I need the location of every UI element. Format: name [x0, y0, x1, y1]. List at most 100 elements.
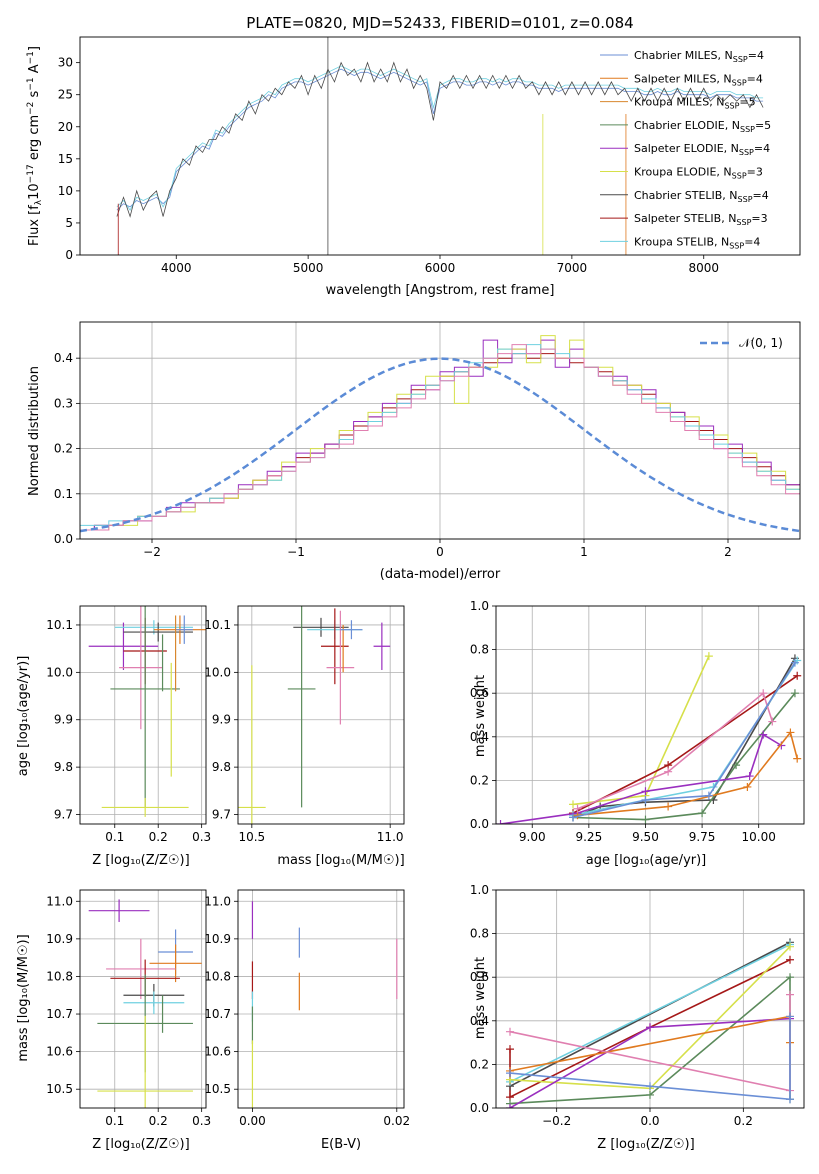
mass-weight-line [572, 662, 796, 819]
legend-entry: Chabrier STELIB, NSSP=4 [634, 189, 769, 204]
plus-marker [786, 955, 794, 964]
mass-ebv-xlabel: E(B-V) [321, 1137, 361, 1152]
y-tick-label: 10.6 [46, 1045, 73, 1059]
mass-weight-vs-metallicity-panel: −0.2 0.0 0.2 0.0 0.2 0.4 0.6 0.8 1.0 [470, 883, 805, 1128]
mass-Z-ylabel: mass [log₁₀(M/M☉)] [16, 934, 31, 1061]
spectrum-xlabel: wavelength [Angstrom, rest frame] [326, 283, 555, 298]
plus-marker [506, 1027, 514, 1036]
x-tick-label: 2 [724, 545, 732, 559]
x-tick-label: 0.0 [640, 1114, 659, 1128]
plus-marker [573, 804, 582, 813]
x-tick-label: 4000 [161, 261, 192, 275]
spectrum-panel: 4000 5000 6000 7000 8000 0 5 10 15 20 25 30 [58, 36, 801, 275]
y-tick-label: 10.6 [204, 1045, 231, 1059]
plus-marker [506, 1045, 514, 1054]
mass_ebv-grid [238, 890, 404, 1108]
y-tick-label: 10.8 [46, 969, 73, 983]
plus-marker [646, 1023, 654, 1032]
plus-marker [793, 671, 802, 680]
y-tick-label: 25 [58, 88, 73, 102]
y-tick-label: 20 [58, 120, 73, 134]
mw-Z-ylabel: mass weight [473, 957, 488, 1039]
age-vs-mass-panel: 10.5 11.0 9.7 9.8 9.9 10.0 10.1 [204, 605, 405, 844]
mass-weight-vs-age-panel: 9.00 9.25 9.50 9.75 10.00 0.0 0.2 0.4 0.6 0.8 1.0 [470, 599, 805, 844]
mass-vs-metallicity-panel: 0.1 0.2 0.3 10.5 10.6 10.7 10.8 10.9 11.0 [46, 889, 211, 1128]
mass-weight-line [500, 733, 782, 824]
age_mass-marks [238, 606, 391, 824]
y-tick-label: 0.8 [470, 643, 489, 657]
y-tick-label: 0.6 [470, 686, 489, 700]
plus-marker [664, 767, 673, 776]
plus-marker [790, 689, 799, 698]
x-tick-label: 9.50 [632, 830, 659, 844]
x-tick-label: 0.2 [734, 1114, 753, 1128]
legend-entry: Kroupa ELODIE, NSSP=3 [634, 166, 763, 181]
spectrum-series-line [116, 68, 764, 211]
legend-entry: Salpeter MILES, NSSP=4 [634, 72, 763, 87]
y-tick-label: 0.0 [54, 532, 73, 546]
y-tick-label: 11.0 [204, 894, 231, 908]
plus-marker [786, 973, 794, 982]
mw_age-marks [496, 652, 802, 824]
mass_ebv-axes-frame [237, 889, 405, 1109]
y-tick-label: 0.4 [470, 730, 489, 744]
legend-entry: Salpeter STELIB, NSSP=3 [634, 212, 768, 227]
age_Z-marks [88, 606, 206, 817]
plus-marker [698, 809, 707, 818]
plus-marker [786, 728, 795, 737]
mass-vs-ebv-panel: 0.00 0.02 10.5 10.6 10.7 10.8 10.9 11.0 [204, 889, 410, 1128]
age-mass-xlabel: mass [log₁₀(M/M☉)] [277, 853, 404, 868]
plus-marker [786, 990, 794, 999]
mass_Z-axes-frame [79, 889, 207, 1109]
plus-marker [732, 761, 741, 770]
mw_Z-marks [506, 938, 794, 1108]
mw-age-xlabel: age [log₁₀(age/yr)] [586, 853, 707, 868]
mw-Z-xlabel: Z [log₁₀(Z/Z☉)] [597, 1137, 694, 1152]
hist-ylabel: Normed distribution [27, 366, 42, 496]
x-tick-label: 7000 [557, 261, 588, 275]
y-tick-label: 0.3 [54, 396, 73, 410]
y-tick-label: 0.0 [470, 817, 489, 831]
y-tick-label: 15 [58, 152, 73, 166]
y-tick-label: 0.6 [470, 970, 489, 984]
hist-legend: 𝒩(0, 1) [700, 336, 783, 350]
y-tick-label: 10.8 [204, 969, 231, 983]
x-tick-label: 8000 [688, 261, 719, 275]
mw_Z-grid [496, 889, 804, 1109]
y-tick-label: 10 [58, 184, 73, 198]
y-tick-label: 0 [65, 248, 73, 262]
x-tick-label: 0.1 [105, 830, 124, 844]
y-tick-label: 0.1 [54, 487, 73, 501]
y-tick-label: 9.7 [212, 808, 231, 822]
y-tick-label: 10.7 [46, 1007, 73, 1021]
plus-marker [793, 754, 802, 763]
legend-entry: Kroupa MILES, NSSP=5 [634, 96, 756, 111]
y-tick-label: 9.9 [212, 713, 231, 727]
mw-age-ylabel: mass weight [473, 675, 488, 757]
y-tick-label: 0.4 [470, 1014, 489, 1028]
x-tick-label: 1 [580, 545, 588, 559]
age_mass-grid [238, 606, 404, 824]
plus-marker [646, 1090, 654, 1099]
plus-marker [506, 1104, 514, 1108]
plus-marker [569, 813, 577, 822]
y-tick-label: 10.7 [204, 1007, 231, 1021]
legend-entry: Chabrier MILES, NSSP=4 [634, 49, 764, 64]
y-tick-label: 0.4 [54, 351, 73, 365]
plus-marker [768, 717, 777, 726]
age_Z-axes-frame [79, 605, 207, 825]
x-tick-label: 0 [436, 545, 444, 559]
x-tick-label: 11.0 [377, 830, 404, 844]
mass-Z-xlabel: Z [log₁₀(Z/Z☉)] [92, 1137, 189, 1152]
plus-marker [641, 787, 650, 796]
mass_ebv-marks [251, 901, 398, 1108]
plus-marker [641, 815, 650, 824]
x-tick-label: 6000 [425, 261, 456, 275]
hist-xlabel: (data-model)/error [380, 567, 501, 582]
y-tick-label: 10.5 [204, 1082, 231, 1096]
mass_Z-grid [80, 890, 206, 1108]
x-tick-label: 10.00 [742, 830, 776, 844]
y-tick-label: 1.0 [470, 883, 489, 897]
y-tick-label: 10.1 [204, 618, 231, 632]
